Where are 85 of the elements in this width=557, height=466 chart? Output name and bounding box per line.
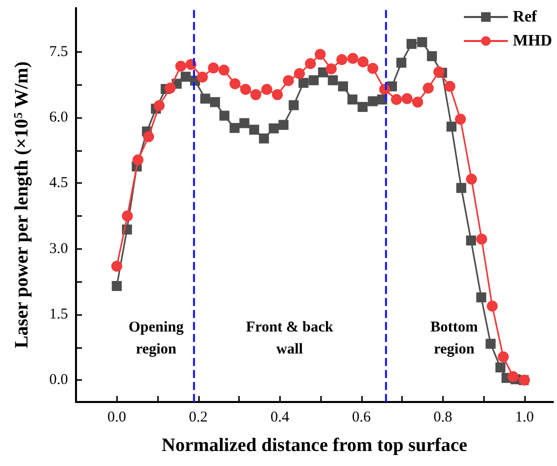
point: [308, 75, 319, 86]
point: [268, 123, 279, 134]
x-tick-label: 0.0: [107, 410, 126, 426]
point: [358, 102, 368, 112]
point: [338, 81, 348, 92]
point: [314, 48, 326, 60]
point: [486, 300, 498, 312]
point: [336, 54, 348, 66]
point: [454, 114, 466, 125]
legend-label: MHD: [512, 32, 552, 50]
point: [249, 124, 260, 135]
point: [466, 174, 477, 185]
point: [208, 62, 219, 74]
point: [498, 351, 509, 362]
point: [294, 68, 305, 80]
point: [446, 122, 456, 132]
legend-label: Ref: [512, 8, 538, 26]
point: [422, 82, 434, 94]
point: [175, 60, 186, 72]
point: [272, 89, 283, 100]
point: [304, 58, 316, 70]
point: [164, 82, 176, 94]
y-tick-label: 3.0: [49, 240, 68, 257]
y-tick-label: 1.5: [49, 306, 68, 322]
y-tick-label: 7.5: [49, 44, 68, 60]
x-tick-label: 0.8: [434, 410, 452, 426]
point: [456, 182, 466, 193]
point: [112, 280, 122, 291]
point: [486, 338, 496, 349]
point: [426, 51, 437, 62]
point: [240, 84, 252, 95]
point: [196, 72, 208, 83]
point: [396, 58, 406, 68]
point: [390, 94, 402, 105]
point: [258, 133, 269, 144]
point: [111, 260, 122, 272]
point: [210, 97, 220, 108]
point: [368, 96, 378, 106]
x-tick-label: 0.6: [352, 410, 372, 426]
point: [406, 38, 417, 49]
point: [495, 362, 506, 372]
point: [508, 371, 519, 382]
point: [417, 37, 428, 48]
point: [219, 110, 230, 121]
annotation: Front & back wall: [246, 319, 334, 358]
point: [347, 52, 358, 64]
point: [358, 56, 369, 68]
x-tick-label: 0.2: [188, 410, 208, 426]
point: [132, 154, 144, 166]
point: [250, 89, 262, 100]
point: [278, 120, 289, 130]
point: [326, 63, 337, 74]
point: [476, 234, 488, 245]
point: [200, 94, 210, 104]
x-tick-label: 0.4: [270, 410, 290, 426]
y-tick-label: 0.0: [49, 372, 68, 388]
annotation: Bottom region: [430, 319, 478, 358]
point: [261, 84, 272, 95]
point: [412, 96, 424, 108]
point: [288, 100, 299, 110]
point: [466, 235, 476, 246]
point: [476, 292, 486, 302]
point: [444, 80, 456, 92]
y-tick-label: 4.5: [49, 175, 68, 192]
y-axis-title: Laser power per length (×105 W/m): [11, 61, 32, 348]
y-tick-label: 6.0: [49, 109, 68, 126]
point: [433, 66, 444, 78]
point: [347, 94, 358, 104]
point: [218, 64, 230, 76]
point: [402, 93, 413, 104]
point: [230, 122, 240, 133]
point: [367, 62, 378, 74]
x-tick-label: 1.0: [515, 410, 534, 426]
point: [122, 210, 133, 222]
point: [328, 75, 338, 86]
point: [143, 131, 154, 142]
annotation: Opening region: [128, 319, 184, 358]
point: [154, 100, 165, 112]
point: [239, 118, 250, 128]
point: [230, 78, 240, 90]
point: [318, 67, 328, 78]
point: [298, 78, 308, 88]
x-axis-title: Normalized distance from top surface: [162, 435, 468, 456]
point: [180, 72, 191, 82]
point: [282, 75, 294, 86]
